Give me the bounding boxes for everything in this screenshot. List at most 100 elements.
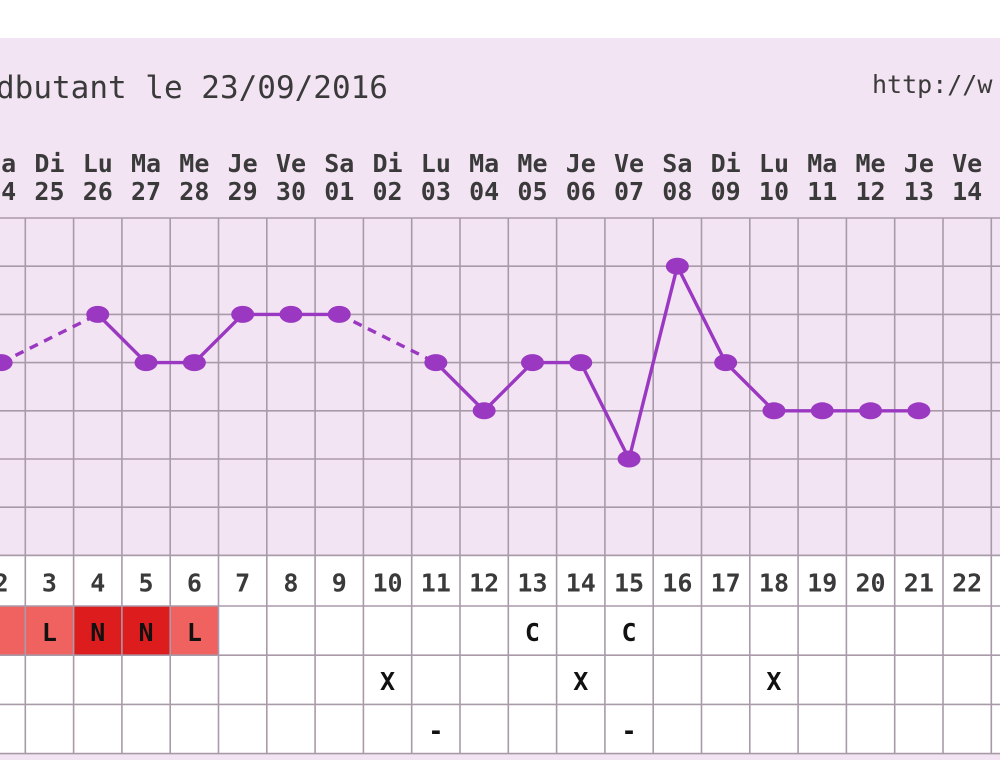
day-of-week-label: Ma xyxy=(131,149,161,178)
cycle-day-number: 6 xyxy=(187,568,202,597)
temperature-point xyxy=(859,402,883,420)
cycle-day-number: 19 xyxy=(807,568,837,597)
series-segment xyxy=(434,361,486,413)
cycle-day-number: 16 xyxy=(662,568,692,597)
date-label: 11 xyxy=(807,177,837,206)
temperature-point xyxy=(424,354,448,372)
date-label: 29 xyxy=(228,177,258,206)
cycle-day-number: 13 xyxy=(517,568,547,597)
series-segment xyxy=(482,361,534,413)
day-of-week-label: Ve xyxy=(952,149,982,178)
series-segment xyxy=(724,361,776,413)
site-url: http://w xyxy=(872,70,993,99)
day-of-week-label: Sa xyxy=(662,149,692,178)
cycle-day-number: 5 xyxy=(139,568,154,597)
temperature-point xyxy=(327,305,351,323)
day-of-week-label: Ma xyxy=(807,149,837,178)
series-segment xyxy=(579,361,631,460)
cycle-day-number: 17 xyxy=(711,568,741,597)
day-of-week-label: Ve xyxy=(614,149,644,178)
temperature-points xyxy=(0,257,931,468)
dash-mark: - xyxy=(622,716,637,745)
date-label: 24 xyxy=(0,177,16,206)
day-of-week-label: Ma xyxy=(469,149,499,178)
date-label: 27 xyxy=(131,177,161,206)
flow-mark: L xyxy=(42,618,57,647)
date-label: 04 xyxy=(469,177,499,206)
chart-title: dbutant le 23/09/2016 xyxy=(0,70,388,106)
date-label: 03 xyxy=(421,177,451,206)
day-headers: Sa24Di25Lu26Ma27Me28Je29Ve30Sa01Di02Lu03… xyxy=(0,149,982,206)
temperature-point xyxy=(569,354,593,372)
date-label: 25 xyxy=(34,177,64,206)
series-segment xyxy=(193,313,244,364)
cycle-day-number: 18 xyxy=(759,568,789,597)
flow-cell xyxy=(25,606,74,656)
date-label: 05 xyxy=(517,177,547,206)
date-label: 10 xyxy=(759,177,789,206)
cycle-day-number: 22 xyxy=(952,568,982,597)
flow-mark: C xyxy=(622,618,637,647)
day-of-week-label: Me xyxy=(855,149,885,178)
temperature-point xyxy=(182,354,206,372)
day-of-week-label: Di xyxy=(34,149,64,178)
temperature-point xyxy=(714,354,738,372)
flow-cell xyxy=(0,606,26,656)
day-of-week-label: Je xyxy=(904,149,934,178)
cycle-day-number: 7 xyxy=(235,568,250,597)
date-label: 07 xyxy=(614,177,644,206)
temperature-point xyxy=(134,354,158,372)
day-table: 23456789101112131415161718192021222LNNLC… xyxy=(0,554,1000,755)
date-label: 01 xyxy=(324,177,354,206)
day-of-week-label: Sa xyxy=(0,149,16,178)
cycle-day-number: 8 xyxy=(283,568,298,597)
chart-grid xyxy=(0,217,1000,557)
flow-cell xyxy=(73,606,122,656)
cycle-day-number: 15 xyxy=(614,568,644,597)
series-segment xyxy=(96,313,148,364)
cycle-day-number: 9 xyxy=(332,568,347,597)
flow-mark: N xyxy=(90,618,105,647)
cycle-day-number: 2 xyxy=(0,568,9,597)
temperature-point xyxy=(86,305,110,323)
temperature-point xyxy=(520,354,544,372)
day-of-week-label: Di xyxy=(711,149,741,178)
day-of-week-label: Lu xyxy=(421,149,451,178)
flow-mark: L xyxy=(187,618,202,647)
day-of-week-label: Me xyxy=(179,149,209,178)
cycle-day-number: 20 xyxy=(855,568,885,597)
series-gap-segment xyxy=(0,312,99,365)
cycle-day-number: 12 xyxy=(469,568,499,597)
day-of-week-label: Ve xyxy=(276,149,306,178)
x-mark: X xyxy=(573,667,588,696)
series-segment xyxy=(627,265,679,460)
date-label: 02 xyxy=(372,177,402,206)
day-of-week-label: Me xyxy=(517,149,547,178)
day-of-week-label: Je xyxy=(228,149,258,178)
cycle-day-number: 21 xyxy=(904,568,934,597)
day-of-week-label: Lu xyxy=(759,149,789,178)
temperature-point xyxy=(231,305,255,323)
cycle-day-number: 3 xyxy=(42,568,57,597)
flow-cell xyxy=(170,606,219,656)
date-label: 12 xyxy=(855,177,885,206)
date-label: 09 xyxy=(711,177,741,206)
date-label: 26 xyxy=(83,177,113,206)
day-of-week-label: Je xyxy=(566,149,596,178)
dash-mark: - xyxy=(428,716,443,745)
flow-mark: N xyxy=(139,618,154,647)
temperature-point xyxy=(472,402,496,420)
cycle-day-number: 10 xyxy=(372,568,402,597)
temperature-point xyxy=(762,402,786,420)
series-gap-segment xyxy=(338,312,437,365)
x-mark: X xyxy=(766,667,781,696)
day-of-week-label: Di xyxy=(372,149,402,178)
cycle-day-number: 11 xyxy=(421,568,451,597)
series-segment xyxy=(675,265,728,364)
date-label: 06 xyxy=(566,177,596,206)
date-label: 28 xyxy=(179,177,209,206)
date-label: 13 xyxy=(904,177,934,206)
date-label: 30 xyxy=(276,177,306,206)
x-mark: X xyxy=(380,667,395,696)
